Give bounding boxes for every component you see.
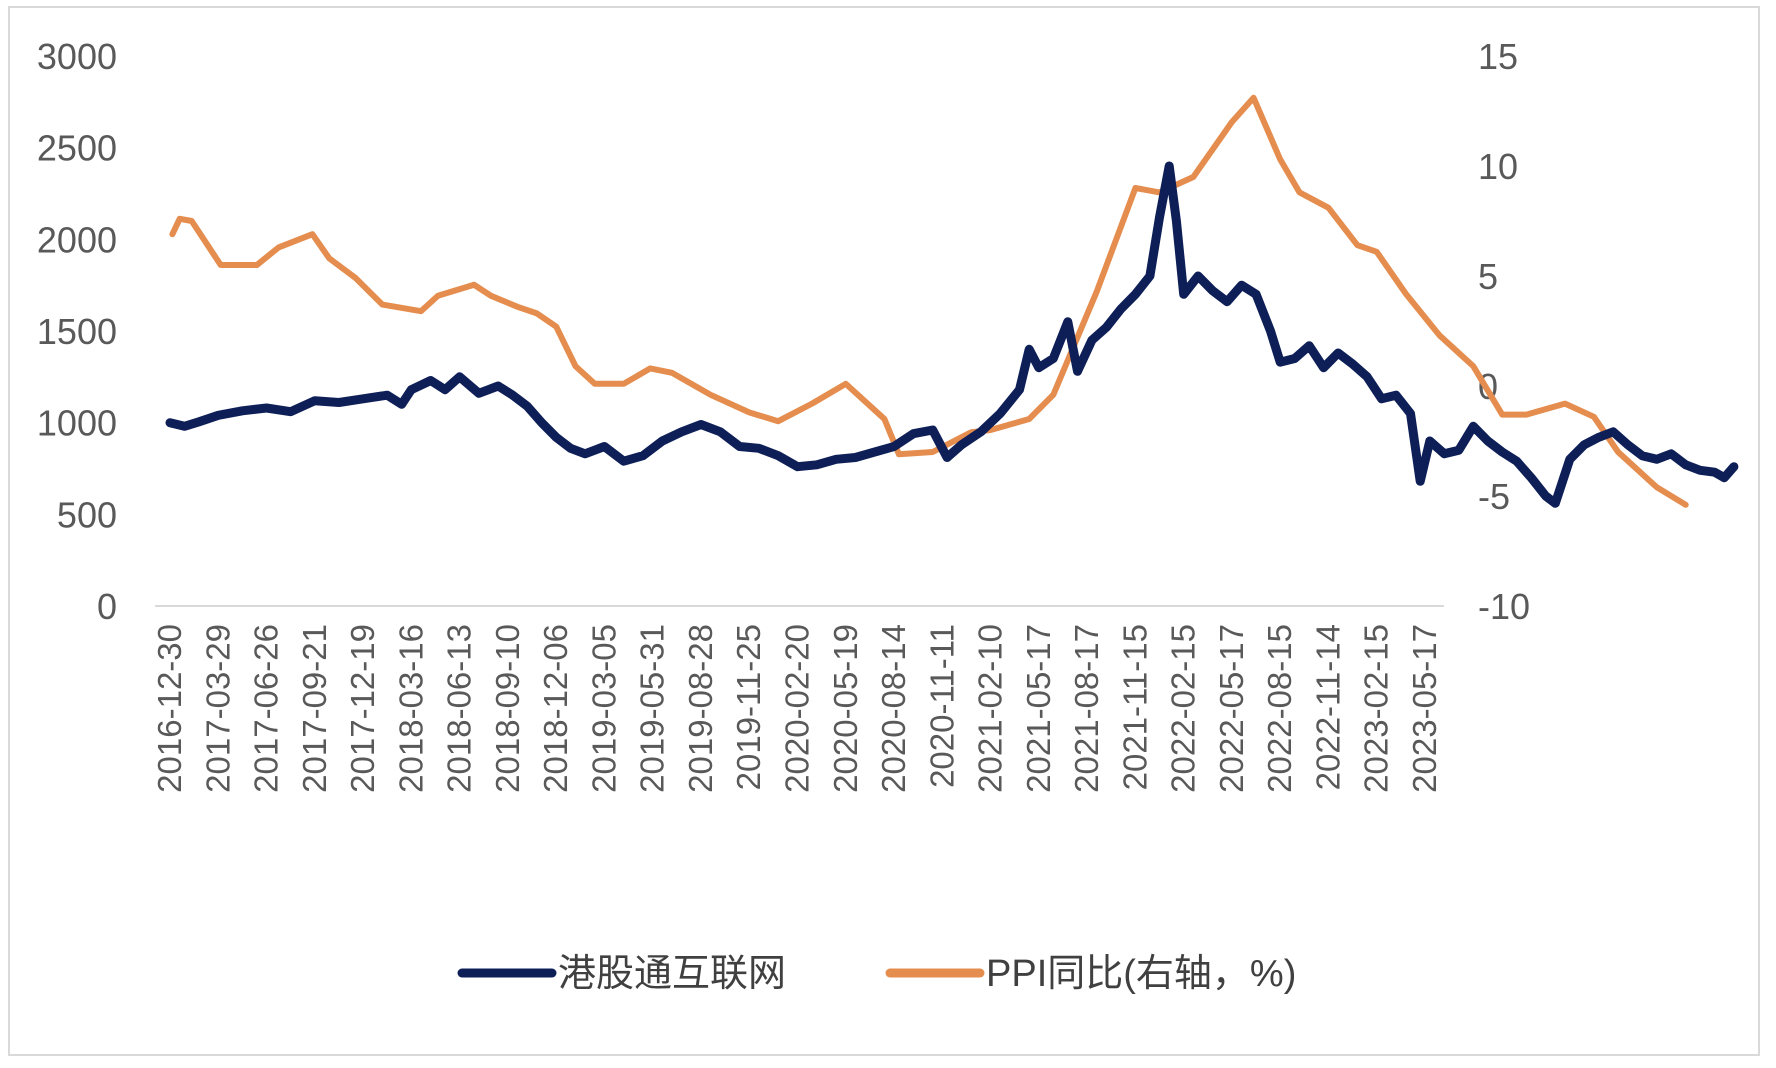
y-right-tick-label: 5	[1478, 256, 1498, 297]
x-tick-label: 2019-08-28	[682, 624, 719, 793]
series-line-hk-internet	[165, 161, 1739, 508]
x-axis: 2016-12-30 2017-03-29 2017-06-26 2017-09-21…	[151, 624, 1443, 793]
y-right-tick-label: 10	[1478, 146, 1518, 187]
y-left-tick-label: 2000	[37, 219, 117, 260]
chart: 0 500 1000 1500 2000 2500 3000 -10 -5 0 5 10 15 201…	[37, 36, 1739, 995]
x-tick-label: 2017-09-21	[296, 624, 333, 793]
x-tick-label: 2017-12-19	[344, 624, 381, 793]
x-tick-label: 2019-05-31	[634, 624, 671, 793]
x-tick-label: 2021-02-10	[972, 624, 1009, 793]
y-left-tick-label: 0	[97, 586, 117, 627]
x-tick-label: 2020-02-20	[779, 624, 816, 793]
series-line-ppi	[169, 94, 1689, 508]
chart-frame: 0 500 1000 1500 2000 2500 3000 -10 -5 0 5 10 15 201…	[8, 6, 1760, 1056]
x-tick-label: 2018-09-10	[489, 624, 526, 793]
y-left-tick-label: 3000	[37, 36, 117, 77]
x-tick-label: 2021-08-17	[1068, 624, 1105, 793]
x-tick-label: 2023-05-17	[1406, 624, 1443, 793]
x-tick-label: 2020-11-11	[923, 624, 960, 788]
x-tick-label: 2017-06-26	[248, 624, 285, 793]
x-tick-label: 2020-05-19	[827, 624, 864, 793]
y-left-tick-label: 2500	[37, 128, 117, 169]
legend-label-ppi: PPI同比(右轴，%)	[986, 953, 1296, 995]
legend: 港股通互联网 PPI同比(右轴，%)	[457, 953, 1296, 995]
y-left-tick-label: 1000	[37, 403, 117, 444]
y-left-axis: 0 500 1000 1500 2000 2500 3000	[37, 36, 117, 627]
x-tick-label: 2019-11-25	[730, 624, 767, 790]
x-tick-label: 2016-12-30	[151, 624, 188, 793]
y-right-tick-label: -5	[1478, 476, 1510, 517]
x-tick-label: 2022-02-15	[1165, 624, 1202, 793]
x-tick-label: 2022-11-14	[1309, 624, 1346, 790]
x-tick-label: 2022-05-17	[1213, 624, 1250, 793]
x-tick-label: 2021-11-15	[1116, 624, 1153, 790]
x-tick-label: 2020-08-14	[875, 624, 912, 793]
legend-label-hk-internet: 港股通互联网	[558, 953, 786, 995]
y-right-tick-label: 15	[1478, 36, 1518, 77]
y-left-tick-label: 1500	[37, 311, 117, 352]
x-tick-label: 2022-08-15	[1261, 624, 1298, 793]
x-tick-label: 2018-03-16	[392, 624, 429, 793]
x-tick-label: 2019-03-05	[585, 624, 622, 793]
y-right-tick-label: -10	[1478, 586, 1530, 627]
x-tick-label: 2018-12-06	[537, 624, 574, 793]
y-left-tick-label: 500	[57, 494, 117, 535]
x-tick-label: 2018-06-13	[441, 624, 478, 793]
x-tick-label: 2017-03-29	[199, 624, 236, 793]
x-tick-label: 2021-05-17	[1020, 624, 1057, 793]
x-tick-label: 2023-02-15	[1358, 624, 1395, 793]
